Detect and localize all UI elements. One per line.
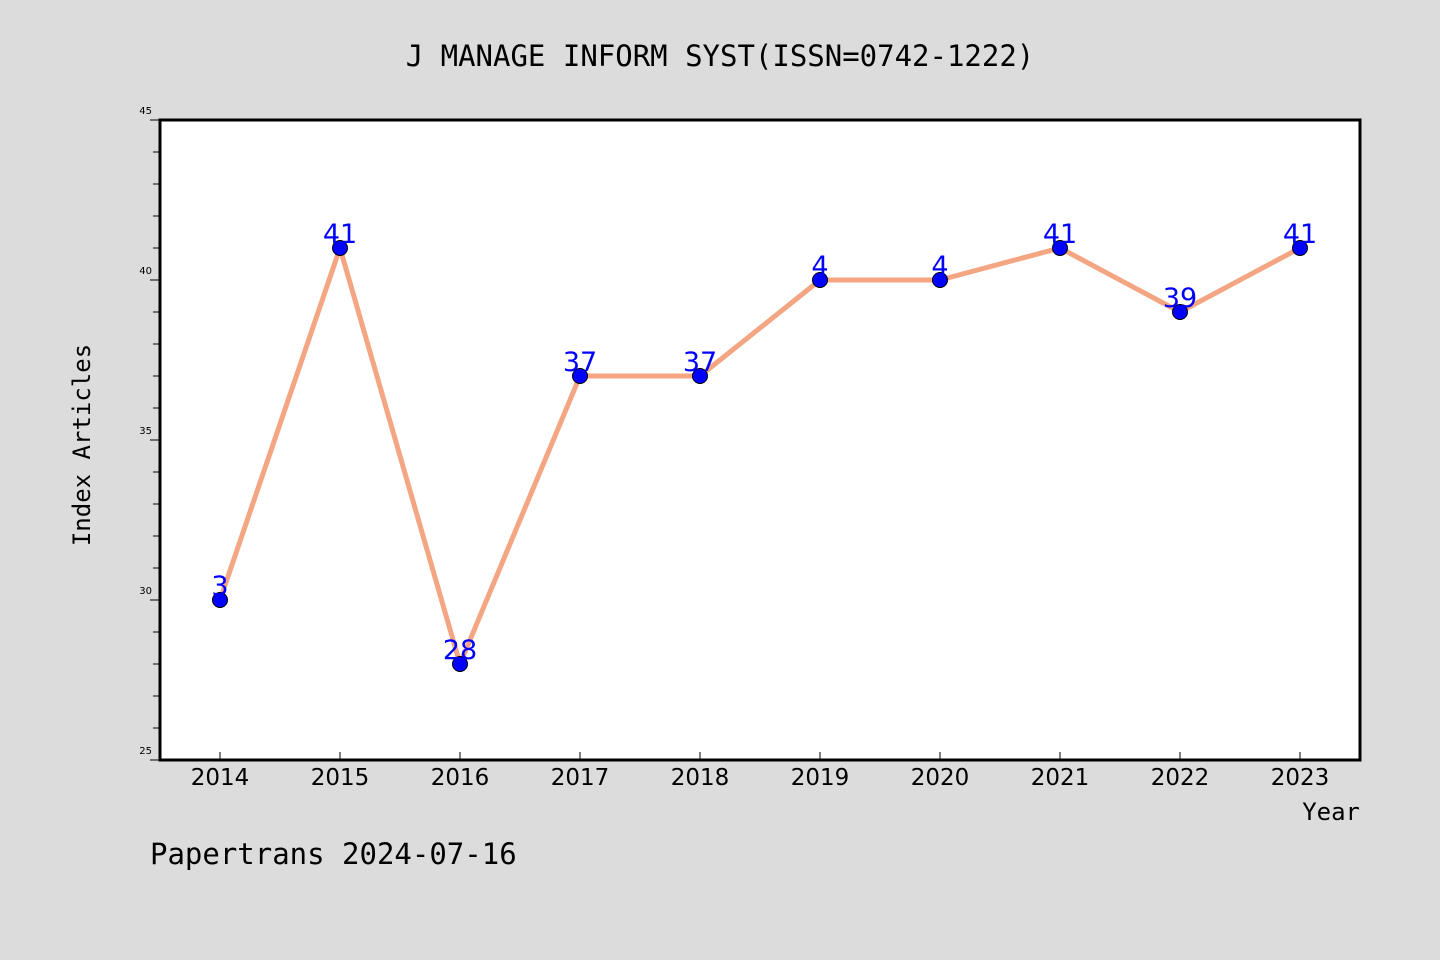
- x-tick-label: 2014: [191, 765, 250, 791]
- y-axis: 25 30 35 40 45: [139, 106, 160, 761]
- y-tick-label: 30: [139, 586, 152, 597]
- data-label: 39: [1163, 283, 1197, 314]
- x-axis-title: Year: [1302, 798, 1360, 826]
- plot-area: [158, 118, 1362, 762]
- data-label: 41: [323, 219, 357, 250]
- footer-watermark: Papertrans 2024-07-16: [150, 837, 517, 871]
- data-point: [1292, 240, 1308, 256]
- data-point: [1172, 304, 1188, 320]
- series-line-group: [217, 245, 1302, 667]
- markers-group: [212, 240, 1308, 672]
- x-tick-label: 2015: [311, 765, 370, 791]
- x-tick-label: 2017: [551, 765, 610, 791]
- data-point: [212, 592, 228, 608]
- data-label: 4: [811, 251, 828, 282]
- x-tick-label: 2018: [671, 765, 730, 791]
- series-line: [217, 245, 1302, 667]
- x-axis: 2014 2015 2016 2017 2018 2019 2020 2021 2022 2023: [191, 752, 1330, 791]
- x-tick-label: 2019: [791, 765, 850, 791]
- data-label: 4: [931, 251, 948, 282]
- x-tick-label: 2021: [1031, 765, 1090, 791]
- y-tick-label: 25: [139, 746, 152, 757]
- data-point: [812, 272, 828, 288]
- y-tick-label: 35: [139, 426, 152, 437]
- data-label: 28: [443, 635, 477, 666]
- data-label: 3: [211, 571, 228, 602]
- y-axis-title: Index Articles: [68, 344, 96, 546]
- data-point: [692, 368, 708, 384]
- x-tick-label: 2020: [911, 765, 970, 791]
- data-label: 37: [683, 347, 717, 378]
- y-tick-label: 45: [139, 106, 152, 117]
- data-point: [1052, 240, 1068, 256]
- data-point: [452, 656, 468, 672]
- chart-title: J MANAGE INFORM SYST(ISSN=0742-1222): [406, 39, 1035, 73]
- data-label: 41: [1043, 219, 1077, 250]
- data-label: 41: [1283, 219, 1317, 250]
- data-point: [572, 368, 588, 384]
- data-labels-group: 3 41 28 37 37 4 4 41 39 41: [211, 219, 1317, 666]
- data-label: 37: [563, 347, 597, 378]
- data-point: [332, 240, 348, 256]
- data-point: [932, 272, 948, 288]
- x-tick-label: 2022: [1151, 765, 1210, 791]
- x-tick-label: 2023: [1271, 765, 1330, 791]
- y-tick-label: 40: [139, 266, 152, 277]
- x-tick-label: 2016: [431, 765, 490, 791]
